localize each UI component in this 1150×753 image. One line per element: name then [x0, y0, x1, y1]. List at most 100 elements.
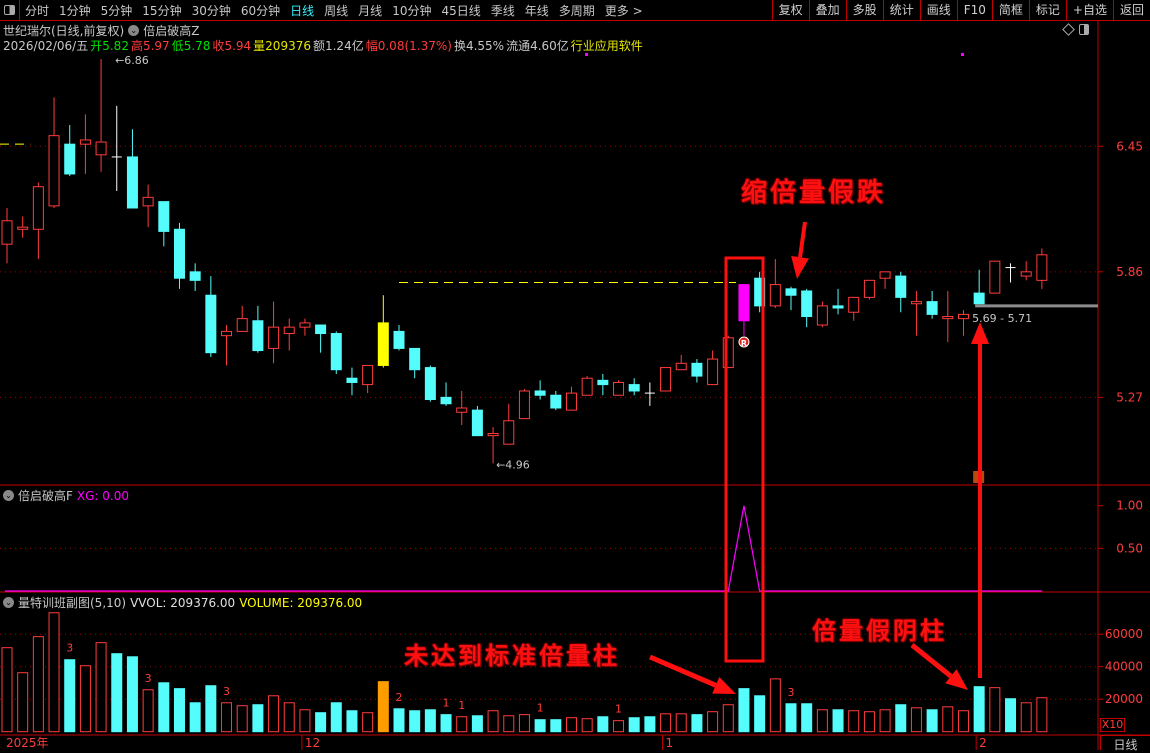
candlestick: [628, 378, 640, 396]
sub2-indicator-name[interactable]: 倍启破高F: [18, 489, 73, 503]
volume-bar: [79, 665, 91, 733]
tab-period[interactable]: 分时: [25, 3, 50, 18]
candlestick: [221, 325, 233, 366]
tab-period[interactable]: 季线: [490, 3, 515, 18]
candlestick: [1, 208, 13, 264]
candlestick: [362, 364, 374, 394]
volume-bar: [769, 678, 781, 733]
panel-icon: [4, 5, 15, 15]
layout-toggle-button[interactable]: [0, 0, 20, 20]
candle-body: [895, 275, 907, 298]
arrow-shaft: [798, 221, 807, 258]
candlestick: [189, 263, 201, 291]
candlestick: [142, 184, 154, 228]
candlestick: [550, 390, 562, 411]
volume-bar: [550, 719, 562, 733]
chevron-down-icon[interactable]: ⌄: [128, 25, 140, 36]
volume-bar: [315, 712, 327, 733]
candle-body: [79, 139, 91, 145]
candle-body: [754, 277, 766, 307]
candle-body: [424, 367, 436, 400]
panel-icon[interactable]: [1079, 24, 1089, 35]
tab-period[interactable]: 45日线: [441, 3, 481, 18]
volume-bar: [691, 714, 703, 733]
sub3-indicator-name[interactable]: 量特训班副图(5,10): [18, 596, 127, 610]
volume-bar: [95, 642, 107, 733]
volume-bar: [534, 719, 546, 733]
volume-tick-label: 60000: [1105, 627, 1143, 641]
candlestick: [268, 301, 280, 364]
low-value: 5.78: [183, 39, 211, 53]
candle-body: [1, 220, 13, 245]
candle-body: [393, 330, 405, 349]
chevron-down-icon[interactable]: ⌄: [3, 597, 14, 608]
toolbar-button[interactable]: F10: [956, 0, 992, 20]
candlestick: [471, 405, 483, 437]
candlestick: [17, 216, 29, 238]
candlestick: [48, 97, 60, 209]
tab-period[interactable]: 1分钟: [59, 3, 91, 18]
candlestick: [503, 403, 515, 445]
candlestick: [299, 318, 311, 336]
toolbar-button[interactable]: +自选: [1065, 0, 1113, 20]
tab-period[interactable]: 周线: [324, 3, 349, 18]
candle-body: [879, 271, 891, 279]
candle-body: [738, 284, 750, 322]
volume-bar: [268, 695, 280, 733]
price-tick-label: 6.45: [1116, 139, 1143, 153]
volume-bar-label: 3: [66, 642, 73, 655]
toolbar-button[interactable]: 标记: [1028, 0, 1066, 20]
volume-bar: [346, 710, 358, 733]
toolbar-button[interactable]: 画线: [919, 0, 957, 20]
toolbar-button[interactable]: 多股: [845, 0, 883, 20]
tab-period[interactable]: 15分钟: [142, 3, 182, 18]
volume-bar: [816, 709, 828, 733]
tab-period[interactable]: 年线: [524, 3, 549, 18]
toolbar-button[interactable]: 叠加: [808, 0, 846, 20]
tab-period[interactable]: 日线: [290, 3, 315, 18]
tab-period[interactable]: 60分钟: [240, 3, 281, 18]
float-value: 流通4.60亿: [506, 39, 569, 53]
toolbar-button[interactable]: 简框: [991, 0, 1029, 20]
toolbar-button[interactable]: 复权: [771, 0, 809, 20]
volume-bar: [424, 709, 436, 733]
volume-bar: [64, 659, 76, 733]
candlestick: [957, 310, 969, 336]
volume-tick-label: 40000: [1105, 660, 1143, 674]
volume-bar: [738, 688, 750, 733]
tab-period[interactable]: 月线: [358, 3, 383, 18]
candle-body: [456, 407, 468, 413]
volume-bar: [393, 708, 405, 733]
sub2-title: ⌄ 倍启破高F XG: 0.00: [3, 487, 129, 504]
candle-body: [973, 292, 985, 305]
candle-body: [440, 396, 452, 405]
candlestick: [565, 386, 577, 411]
period-indicator[interactable]: 日线: [1100, 735, 1150, 752]
annotation-double-fake-yin: 倍量假阴柱: [812, 616, 947, 645]
candlestick: [863, 279, 875, 300]
volume-bar: [863, 711, 875, 733]
close-label: 收: [212, 39, 225, 53]
chevron-down-icon[interactable]: ⌄: [3, 490, 14, 501]
arrow-shaft: [649, 654, 717, 688]
tab-period[interactable]: 多周期: [558, 3, 595, 18]
arrow-head: [945, 669, 968, 690]
candlestick: [910, 290, 922, 336]
candle-body: [126, 156, 138, 209]
volume-readout: VOLUME: 209376.00: [239, 595, 363, 610]
tab-period[interactable]: 更多 >: [604, 3, 643, 18]
change-value: 0.08(1.37%): [377, 39, 452, 53]
indicator-name[interactable]: 倍启破高Z: [143, 24, 200, 38]
tab-period[interactable]: 30分钟: [191, 3, 231, 18]
industry-link[interactable]: 行业应用软件: [570, 39, 643, 53]
candle-body: [95, 141, 107, 156]
toolbar-button[interactable]: 统计: [882, 0, 920, 20]
tab-period[interactable]: 5分钟: [100, 3, 133, 18]
toolbar-button[interactable]: 返回: [1112, 0, 1150, 20]
candle-body: [613, 381, 625, 396]
candle-body: [801, 290, 813, 318]
x-tick-label: 2025年: [6, 736, 49, 750]
candlestick: [801, 288, 813, 328]
tab-period[interactable]: 10分钟: [392, 3, 432, 18]
